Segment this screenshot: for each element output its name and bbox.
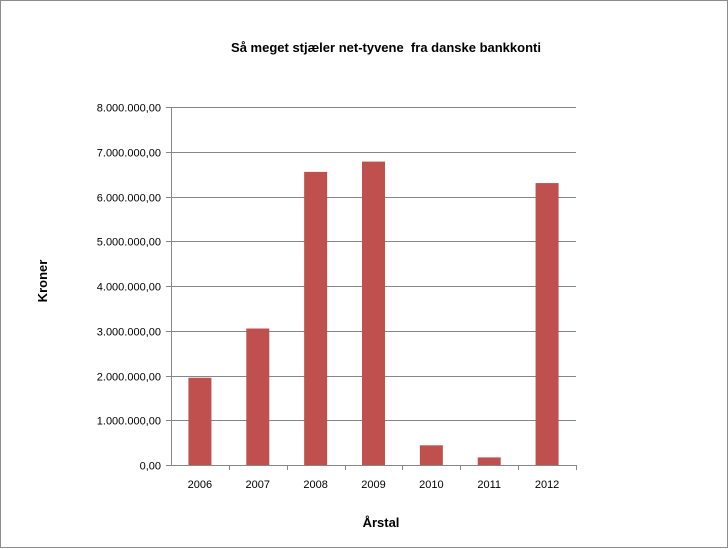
bar xyxy=(535,183,559,465)
y-tick-label: 3.000.000,00 xyxy=(97,327,161,339)
x-tick-label: 2012 xyxy=(535,479,559,491)
bar xyxy=(419,445,443,465)
x-tick-label: 2008 xyxy=(303,479,327,491)
x-tick-label: 2009 xyxy=(361,479,385,491)
bar xyxy=(362,161,385,465)
y-tick-label: 1.000.000,00 xyxy=(97,416,161,428)
bar xyxy=(304,171,328,465)
y-tick-label: 2.000.000,00 xyxy=(97,372,161,384)
x-tick-label: 2010 xyxy=(419,479,443,491)
bar xyxy=(188,377,212,465)
y-tick-label: 7.000.000,00 xyxy=(97,148,161,160)
x-tick-label: 2007 xyxy=(246,479,270,491)
chart-title: Så meget stjæler net-tyvene fra danske b… xyxy=(231,40,541,55)
x-axis-label: Årstal xyxy=(362,515,400,530)
x-tick-label: 2011 xyxy=(477,479,501,491)
y-tick-label: 5.000.000,00 xyxy=(97,237,161,249)
bar xyxy=(246,328,270,465)
bar xyxy=(477,457,501,465)
y-tick-label: 8.000.000,00 xyxy=(97,103,161,115)
y-tick-label: 6.000.000,00 xyxy=(97,193,161,205)
x-tick-label: 2006 xyxy=(188,479,212,491)
y-tick-label: 4.000.000,00 xyxy=(97,282,161,294)
y-tick-label: 0,00 xyxy=(140,461,161,473)
